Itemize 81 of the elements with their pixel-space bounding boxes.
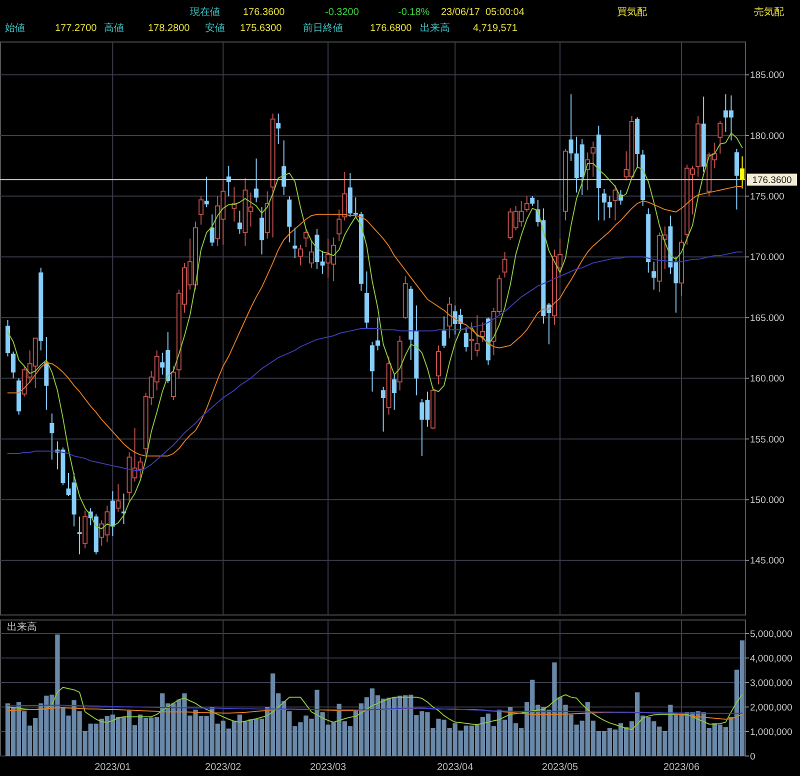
- candlestick: [524, 196, 530, 212]
- y-tick-label: 150.000: [750, 494, 784, 506]
- y-tick-label: 1,000,000: [750, 726, 792, 738]
- candlestick: [116, 483, 121, 512]
- text: 高値: [104, 22, 124, 34]
- text: 23/06/17 05:00:04: [441, 7, 525, 18]
- candlestick: [77, 516, 82, 555]
- candlestick: [442, 316, 446, 348]
- y-tick-label: 155.000: [750, 434, 784, 446]
- y-tick-label: 170.000: [750, 252, 784, 264]
- candlestick: [474, 314, 480, 357]
- candlestick: [210, 214, 214, 246]
- candlestick: [50, 412, 54, 460]
- candlestick: [469, 322, 474, 361]
- candlestick: [44, 336, 49, 410]
- text: 安値: [205, 22, 225, 34]
- candlestick: [336, 209, 342, 242]
- text: 175.6300: [240, 23, 282, 34]
- candlestick: [303, 228, 308, 248]
- y-tick-label: 180.000: [750, 130, 784, 142]
- candlestick: [260, 206, 264, 255]
- y-tick-label: 160.000: [750, 374, 784, 385]
- candlestick: [718, 120, 723, 154]
- text: 4,719,571: [473, 23, 518, 34]
- candlestick: [530, 196, 535, 206]
- text: 出来高: [420, 22, 450, 34]
- candlestick: [740, 156, 744, 190]
- ref-line-label: 176.3600: [752, 174, 792, 186]
- candlestick: [464, 326, 468, 352]
- x-tick-label: 2023/03: [310, 762, 347, 773]
- text: 現在値: [190, 6, 220, 18]
- y-tick-label: 5,000,000: [750, 628, 792, 640]
- candlestick: [480, 322, 486, 342]
- y-tick-label: 165.000: [750, 312, 784, 324]
- chart-title: 出来高: [7, 621, 37, 633]
- y-tick-label: 175.000: [750, 192, 784, 202]
- text: 始値: [5, 22, 25, 34]
- candlestick: [198, 196, 204, 226]
- y-tick-label: 2,000,000: [750, 702, 792, 714]
- candlestick: [392, 374, 397, 410]
- candlestick: [298, 244, 303, 266]
- candlestick: [292, 227, 298, 259]
- candlestick: [282, 140, 286, 196]
- text: 176.6800: [370, 23, 412, 34]
- text: 買気配: [617, 7, 647, 18]
- candlestick: [447, 296, 452, 339]
- y-tick-label: 185.000: [750, 70, 784, 82]
- candlestick: [121, 493, 126, 524]
- text: -0.3200: [325, 7, 360, 18]
- candlestick: [342, 171, 348, 221]
- line-series: [7, 686, 743, 730]
- candlestick: [612, 184, 618, 221]
- candlestick: [309, 240, 314, 268]
- x-tick-label: 2023/01: [94, 762, 132, 773]
- candlestick: [237, 210, 242, 234]
- candlestick: [276, 113, 281, 144]
- candlestick: [11, 351, 16, 379]
- text: 176.3600: [243, 7, 286, 18]
- x-tick-label: 2023/04: [436, 762, 474, 773]
- candlestick: [652, 261, 656, 290]
- candlestick: [590, 141, 596, 178]
- candlestick: [734, 148, 739, 210]
- y-tick-label: 4,000,000: [750, 653, 792, 664]
- text: 売気配: [754, 6, 784, 18]
- y-tick-label: 145.000: [750, 556, 784, 567]
- line-series: [7, 704, 743, 714]
- text: 177.2700: [55, 23, 98, 34]
- x-tick-label: 2023/06: [663, 762, 700, 773]
- candlestick: [568, 94, 574, 162]
- candlestick: [502, 252, 508, 278]
- x-tick-label: 2023/05: [542, 762, 579, 773]
- candlestick: [204, 176, 209, 208]
- text: -0.18%: [398, 7, 430, 18]
- candlestick: [254, 158, 259, 203]
- y-tick-label: 0: [750, 751, 756, 762]
- y-tick-label: 3,000,000: [750, 678, 792, 689]
- text: 前日終値: [303, 22, 343, 34]
- x-tick-label: 2023/02: [205, 762, 242, 773]
- line-series: [7, 186, 743, 456]
- text: 178.2800: [148, 23, 190, 34]
- candlestick: [381, 386, 386, 432]
